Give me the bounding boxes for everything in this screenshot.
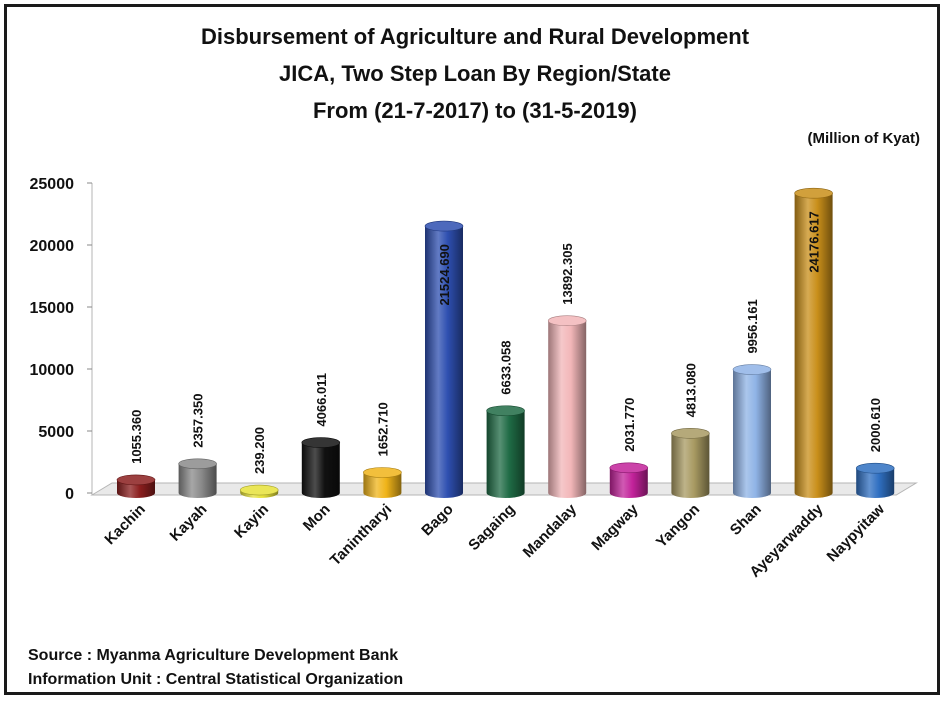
chart-title: Disbursement of Agriculture and Rural De…	[0, 18, 950, 129]
chart-frame	[4, 4, 940, 695]
bar-kayah	[178, 458, 217, 498]
value-label: 6633.058	[499, 341, 514, 395]
bar-kayin	[239, 484, 279, 499]
bar-tanintharyi	[363, 467, 402, 498]
bar-magway	[609, 462, 649, 498]
title-line-3: From (21-7-2017) to (31-5-2019)	[312, 98, 637, 123]
x-tick-label: Kayin	[231, 501, 272, 542]
x-tick-label: Magway	[588, 500, 642, 554]
y-tick-label: 15000	[30, 300, 75, 317]
y-tick-label: 10000	[30, 362, 75, 379]
bar-yangon	[671, 428, 710, 498]
x-tick-label: Kachin	[101, 501, 148, 548]
bar-kachin	[116, 474, 156, 498]
value-label: 4066.011	[314, 373, 329, 427]
bar-ayeyarwaddy	[794, 187, 833, 498]
x-tick-label: Bago	[418, 501, 457, 540]
bar-mon	[301, 437, 341, 498]
bar-naypyitaw	[855, 462, 895, 498]
value-label: 21524.690	[437, 244, 452, 305]
x-tick-label: Naypyitaw	[824, 501, 889, 566]
value-label: 13892.305	[560, 243, 575, 304]
y-tick-label: 25000	[30, 176, 75, 193]
bar-bago	[424, 220, 464, 498]
value-label: 9956.161	[745, 299, 760, 353]
footer: Source : Myanma Agriculture Development …	[28, 644, 403, 692]
value-label: 239.200	[252, 427, 267, 474]
value-label: 2357.350	[191, 394, 206, 448]
source-text: Source : Myanma Agriculture Development …	[28, 647, 399, 664]
x-tick-label: Sagaing	[465, 501, 518, 554]
y-tick-label: 20000	[30, 238, 75, 255]
x-tick-label: Shan	[727, 501, 765, 539]
unit-label: (Million of Kyat)	[807, 130, 921, 147]
bar-sagaing	[486, 405, 525, 498]
value-label: 1652.710	[375, 402, 390, 456]
value-label: 2031.770	[622, 398, 637, 452]
x-tick-label: Kayah	[167, 501, 211, 545]
title-line-1: Disbursement of Agriculture and Rural De…	[200, 24, 750, 49]
x-tick-label: Tanintharyi	[327, 501, 395, 569]
x-tick-label: Mon	[300, 501, 334, 535]
value-label: 24176.617	[807, 211, 822, 272]
bar-mandalay	[547, 315, 587, 498]
bar-shan	[732, 364, 772, 498]
info-text: Information Unit : Central Statistical O…	[28, 671, 404, 688]
y-tick-label: 5000	[38, 424, 74, 441]
x-tick-label: Yangon	[653, 501, 703, 551]
value-label: 4813.080	[683, 363, 698, 417]
value-label: 2000.610	[868, 398, 883, 452]
x-tick-label: Mandalay	[520, 500, 581, 561]
title-line-2: JICA, Two Step Loan By Region/State	[279, 61, 671, 86]
value-label: 1055.360	[129, 410, 144, 464]
y-tick-label: 0	[65, 486, 74, 503]
